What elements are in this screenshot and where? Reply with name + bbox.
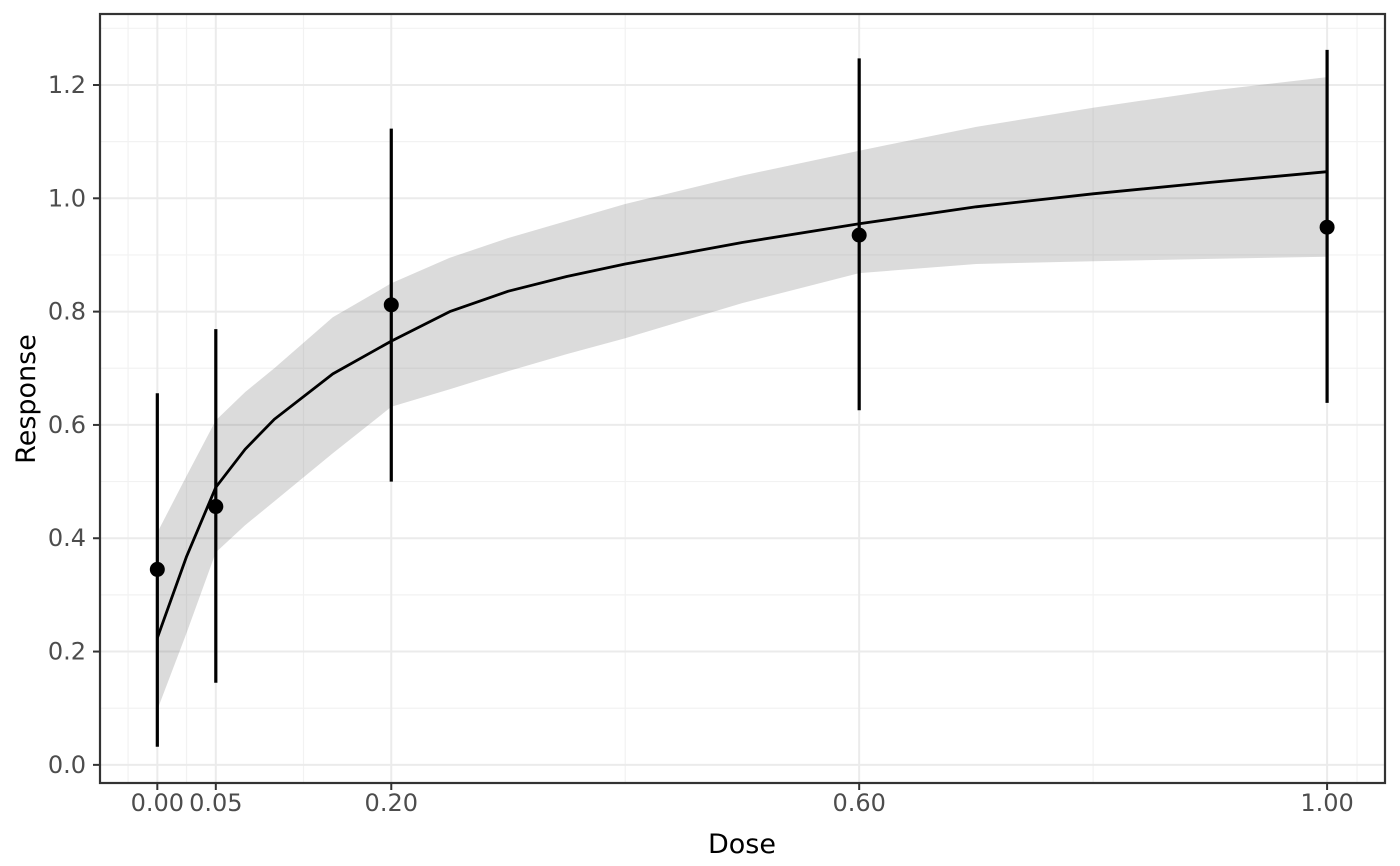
- x-tick-label: 0.05: [189, 789, 242, 817]
- data-point: [149, 561, 165, 577]
- data-point: [1319, 219, 1335, 235]
- axis-ticks: [93, 83, 1329, 790]
- y-tick-label: 0.8: [48, 298, 86, 326]
- y-tick-label: 0.2: [48, 638, 86, 666]
- y-tick-label: 0.4: [48, 524, 86, 552]
- x-axis-title: Dose: [708, 829, 776, 860]
- y-tick-label: 0.0: [48, 751, 86, 779]
- data-point: [208, 499, 224, 515]
- grid-minor: [100, 14, 1385, 783]
- x-tick-label: 0.20: [365, 789, 418, 817]
- x-tick-label: 1.00: [1300, 789, 1353, 817]
- fit-curve: [155, 170, 1328, 639]
- confidence-band: [157, 77, 1328, 710]
- x-tick-label: 0.00: [131, 789, 184, 817]
- data-point: [383, 297, 399, 313]
- x-tick-label: 0.60: [832, 789, 885, 817]
- y-tick-label: 0.6: [48, 411, 86, 439]
- y-tick-label: 1.0: [48, 184, 86, 212]
- axis-tick-labels: 0.00 0.05 0.20 0.60 1.00 0.0 0.2 0.4 0.6 0.8 1.0 1.…: [48, 71, 1354, 817]
- y-axis-title: Response: [11, 334, 42, 464]
- plot-panel: 0.00 0.05 0.20 0.60 1.00 0.0 0.2 0.4 0.6 0.8 1.0 1.…: [48, 12, 1387, 817]
- data-point: [851, 227, 867, 243]
- panel-border: [98, 12, 1387, 785]
- y-tick-label: 1.2: [48, 71, 86, 99]
- data-points: [149, 219, 1335, 577]
